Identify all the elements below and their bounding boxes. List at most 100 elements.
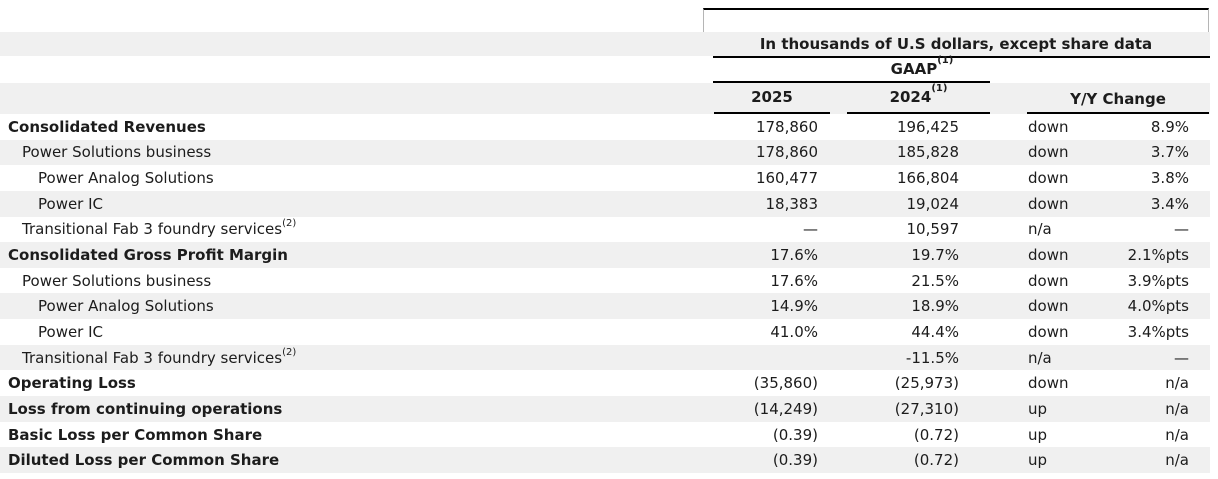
table-row: Power Analog Solutions 14.9% 18.9% down … [0, 293, 1210, 320]
value-2024: -11.5% [905, 348, 959, 367]
value-2024: 19,024 [906, 194, 960, 213]
table-row: Power Solutions business 178,860 185,828… [0, 139, 1210, 166]
yy-direction: up [1028, 399, 1048, 418]
gaap-label: GAAP [890, 60, 938, 78]
column-header-row: 2025 2024(1) Y/Y Change [0, 83, 1210, 114]
row-label: Loss from continuing operations [8, 396, 704, 422]
yy-change-value: — [1174, 220, 1189, 239]
row-label-text: Transitional Fab 3 foundry services [22, 348, 283, 367]
row-label-text: Basic Loss per Common Share [8, 425, 263, 444]
gaap-group-header: GAAP(1) [713, 55, 1131, 81]
table-row: Consolidated Gross Profit Margin 17.6% 1… [0, 242, 1210, 268]
gaap-header-row: GAAP(1) [0, 55, 1210, 81]
value-2024: 18.9% [911, 297, 959, 316]
year-2024-footnote-marker: (1) [931, 83, 948, 94]
row-label-text: Power Solutions business [22, 143, 212, 162]
rule-under-2024 [847, 112, 990, 114]
yy-change-value: 3.9%pts [1127, 271, 1189, 290]
row-label-text: Diluted Loss per Common Share [8, 451, 280, 470]
rule-under-yy-change [1027, 112, 1209, 114]
value-2025: 178,860 [755, 117, 818, 136]
yy-change-value: n/a [1165, 374, 1189, 393]
value-2024: 166,804 [896, 169, 959, 188]
row-label-text: Power Solutions business [22, 271, 212, 290]
table-body: Consolidated Revenues 178,860 196,425 do… [0, 114, 1210, 473]
top-border-cell [703, 8, 1209, 32]
table-row: Transitional Fab 3 foundry services (2) —… [0, 216, 1210, 243]
value-2024: (27,310) [894, 399, 959, 418]
row-label-text: Power Analog Solutions [38, 169, 214, 188]
row-label: Power Solutions business [22, 268, 718, 294]
table-row: Loss from continuing operations (14,249)… [0, 396, 1210, 422]
row-label: Power Analog Solutions [38, 293, 734, 319]
yy-change-value: n/a [1165, 425, 1189, 444]
yy-change-value: n/a [1165, 399, 1189, 418]
value-2024: 21.5% [911, 271, 959, 290]
value-2024: 185,828 [896, 143, 959, 162]
yy-change-value: 8.9% [1150, 117, 1189, 136]
yy-direction: n/a [1028, 348, 1052, 367]
value-2025 [714, 345, 818, 371]
rule-under-units [713, 56, 1210, 58]
row-label-text: Transitional Fab 3 foundry services [22, 220, 283, 239]
rule-under-2025 [714, 112, 830, 114]
yy-change-value: — [1174, 348, 1189, 367]
yy-change-value: 3.4% [1150, 194, 1189, 213]
row-label: Consolidated Revenues [8, 114, 704, 140]
table-row: Power Solutions business 17.6% 21.5% dow… [0, 267, 1210, 294]
table-row: Consolidated Revenues 178,860 196,425 do… [0, 114, 1210, 140]
gaap-footnote-marker: (1) [937, 55, 954, 66]
value-2025: 160,477 [755, 169, 818, 188]
table-row: Operating Loss (35,860) (25,973) down n/… [0, 370, 1210, 397]
row-label-text: Power IC [38, 194, 104, 213]
value-2025: — [803, 220, 818, 239]
table-row: Power Analog Solutions 160,477 166,804 d… [0, 165, 1210, 191]
year-2024-label: 2024 [889, 88, 932, 106]
column-header-yy-change: Y/Y Change [1070, 90, 1166, 108]
units-header-row: In thousands of U.S dollars, except shar… [0, 32, 1210, 56]
row-label: Transitional Fab 3 foundry services (2) [22, 218, 297, 239]
yy-change-value: 3.8% [1150, 169, 1189, 188]
value-2025: 18,383 [765, 194, 819, 213]
value-2025: 14.9% [770, 297, 818, 316]
yy-direction: down [1028, 143, 1069, 162]
row-label: Power Analog Solutions [38, 165, 734, 191]
table-row: Power IC 41.0% 44.4% down 3.4%pts [0, 319, 1210, 345]
yy-direction: down [1028, 117, 1069, 136]
row-label: Power IC [38, 319, 734, 345]
value-2024: 19.7% [911, 246, 959, 265]
yy-change-value: 2.1%pts [1127, 246, 1189, 265]
column-header-2024: 2024(1) [847, 83, 990, 112]
row-label: Transitional Fab 3 foundry services (2) [22, 346, 297, 367]
row-label-text: Loss from continuing operations [8, 399, 283, 418]
value-2024: (25,973) [894, 374, 959, 393]
row-label-text: Power Analog Solutions [38, 297, 214, 316]
row-label: Operating Loss [8, 370, 704, 396]
units-note: In thousands of U.S dollars, except shar… [759, 35, 1153, 53]
value-2025: 178,860 [755, 143, 818, 162]
row-label: Power Solutions business [22, 140, 718, 166]
yy-change-value: n/a [1165, 451, 1189, 470]
yy-direction: up [1028, 425, 1048, 444]
yy-direction: down [1028, 322, 1069, 341]
value-2025: (0.39) [772, 451, 818, 470]
row-label: Power IC [38, 191, 734, 217]
value-2025: (35,860) [753, 374, 818, 393]
value-2024: 196,425 [896, 117, 959, 136]
value-2024: 10,597 [906, 220, 960, 239]
value-2024: (0.72) [913, 451, 959, 470]
yy-direction: down [1028, 271, 1069, 290]
value-2024: (0.72) [913, 425, 959, 444]
yy-direction: up [1028, 451, 1048, 470]
yy-direction: down [1028, 246, 1069, 265]
value-2025: 17.6% [770, 246, 818, 265]
row-label-text: Operating Loss [8, 374, 136, 393]
yy-direction: down [1028, 194, 1069, 213]
rule-under-gaap [713, 81, 990, 83]
table-row: Transitional Fab 3 foundry services (2) -… [0, 344, 1210, 371]
column-header-2025: 2025 [751, 88, 793, 106]
row-label: Basic Loss per Common Share [8, 422, 704, 448]
yy-direction: n/a [1028, 220, 1052, 239]
yy-direction: down [1028, 169, 1069, 188]
